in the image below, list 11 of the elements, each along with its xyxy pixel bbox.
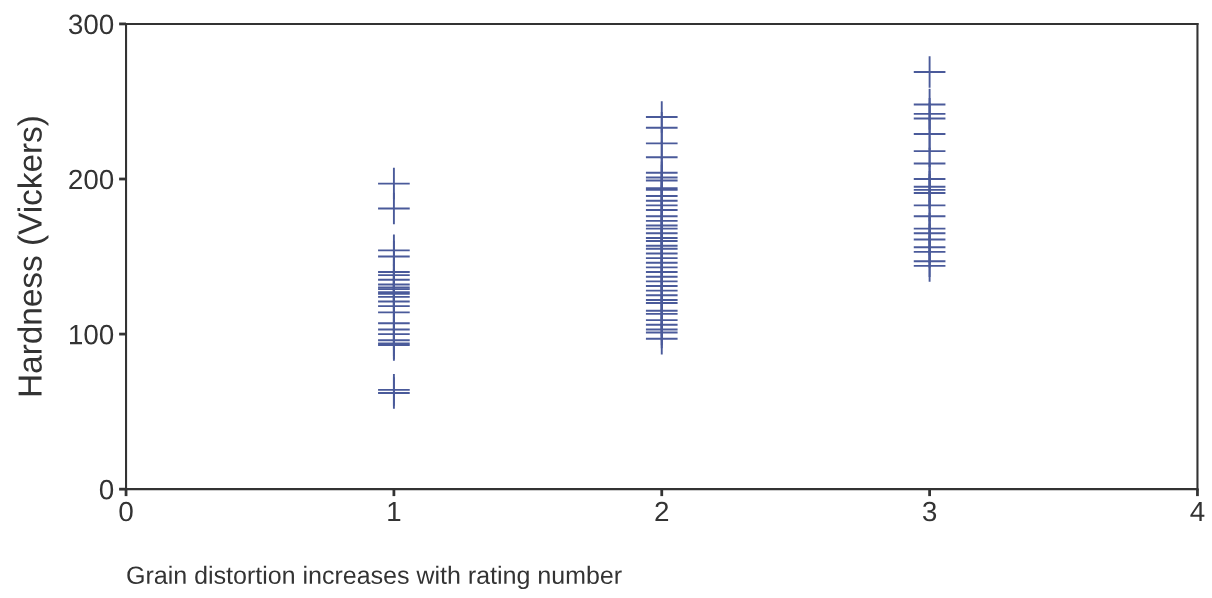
x-tick-label: 4 bbox=[1190, 501, 1205, 522]
x-tick-label: 1 bbox=[388, 501, 401, 522]
x-tick-label: 0 bbox=[119, 501, 133, 522]
y-axis-title: Hardness (Vickers) bbox=[17, 117, 49, 396]
x-axis-title: Grain distortion increases with rating number bbox=[127, 565, 622, 590]
x-tick-label: 2 bbox=[655, 501, 669, 522]
y-tick-label: 0 bbox=[99, 479, 114, 500]
y-tick-label: 300 bbox=[68, 14, 114, 35]
y-tick-label: 100 bbox=[70, 324, 114, 345]
y-tick-label: 200 bbox=[69, 169, 114, 190]
x-tick-label: 3 bbox=[922, 501, 937, 522]
